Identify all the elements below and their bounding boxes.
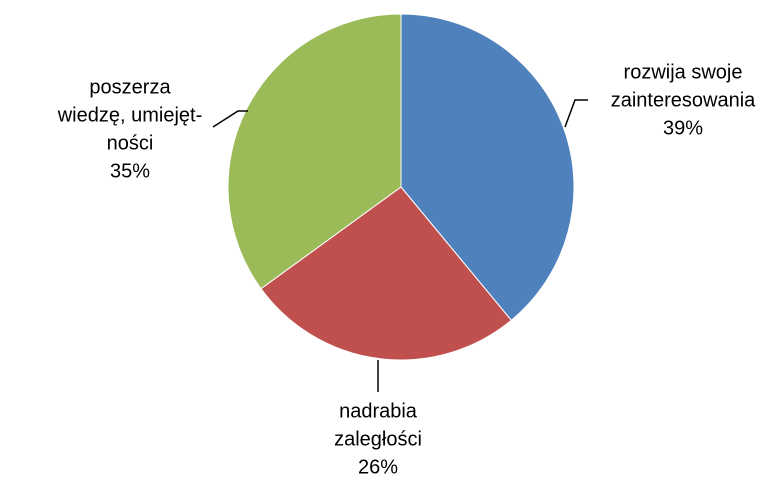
pie-slice <box>400 13 575 322</box>
leader-line <box>212 110 248 128</box>
slice-label: wiedzę, umiejęt- <box>57 104 203 126</box>
pie-slice <box>260 186 512 361</box>
slice-label: rozwija swoje <box>624 61 743 83</box>
leader-line <box>564 99 588 128</box>
slice-label: ności <box>107 132 154 154</box>
slice-label: zainteresowania <box>611 89 756 111</box>
pie-slice <box>227 13 402 290</box>
value-label: 35% <box>110 160 150 182</box>
value-label: 26% <box>358 456 398 478</box>
slice-label: zaległości <box>334 428 422 450</box>
slice-label: poszerza <box>89 76 171 98</box>
value-label: 39% <box>663 117 703 139</box>
slice-label: nadrabia <box>339 400 418 422</box>
